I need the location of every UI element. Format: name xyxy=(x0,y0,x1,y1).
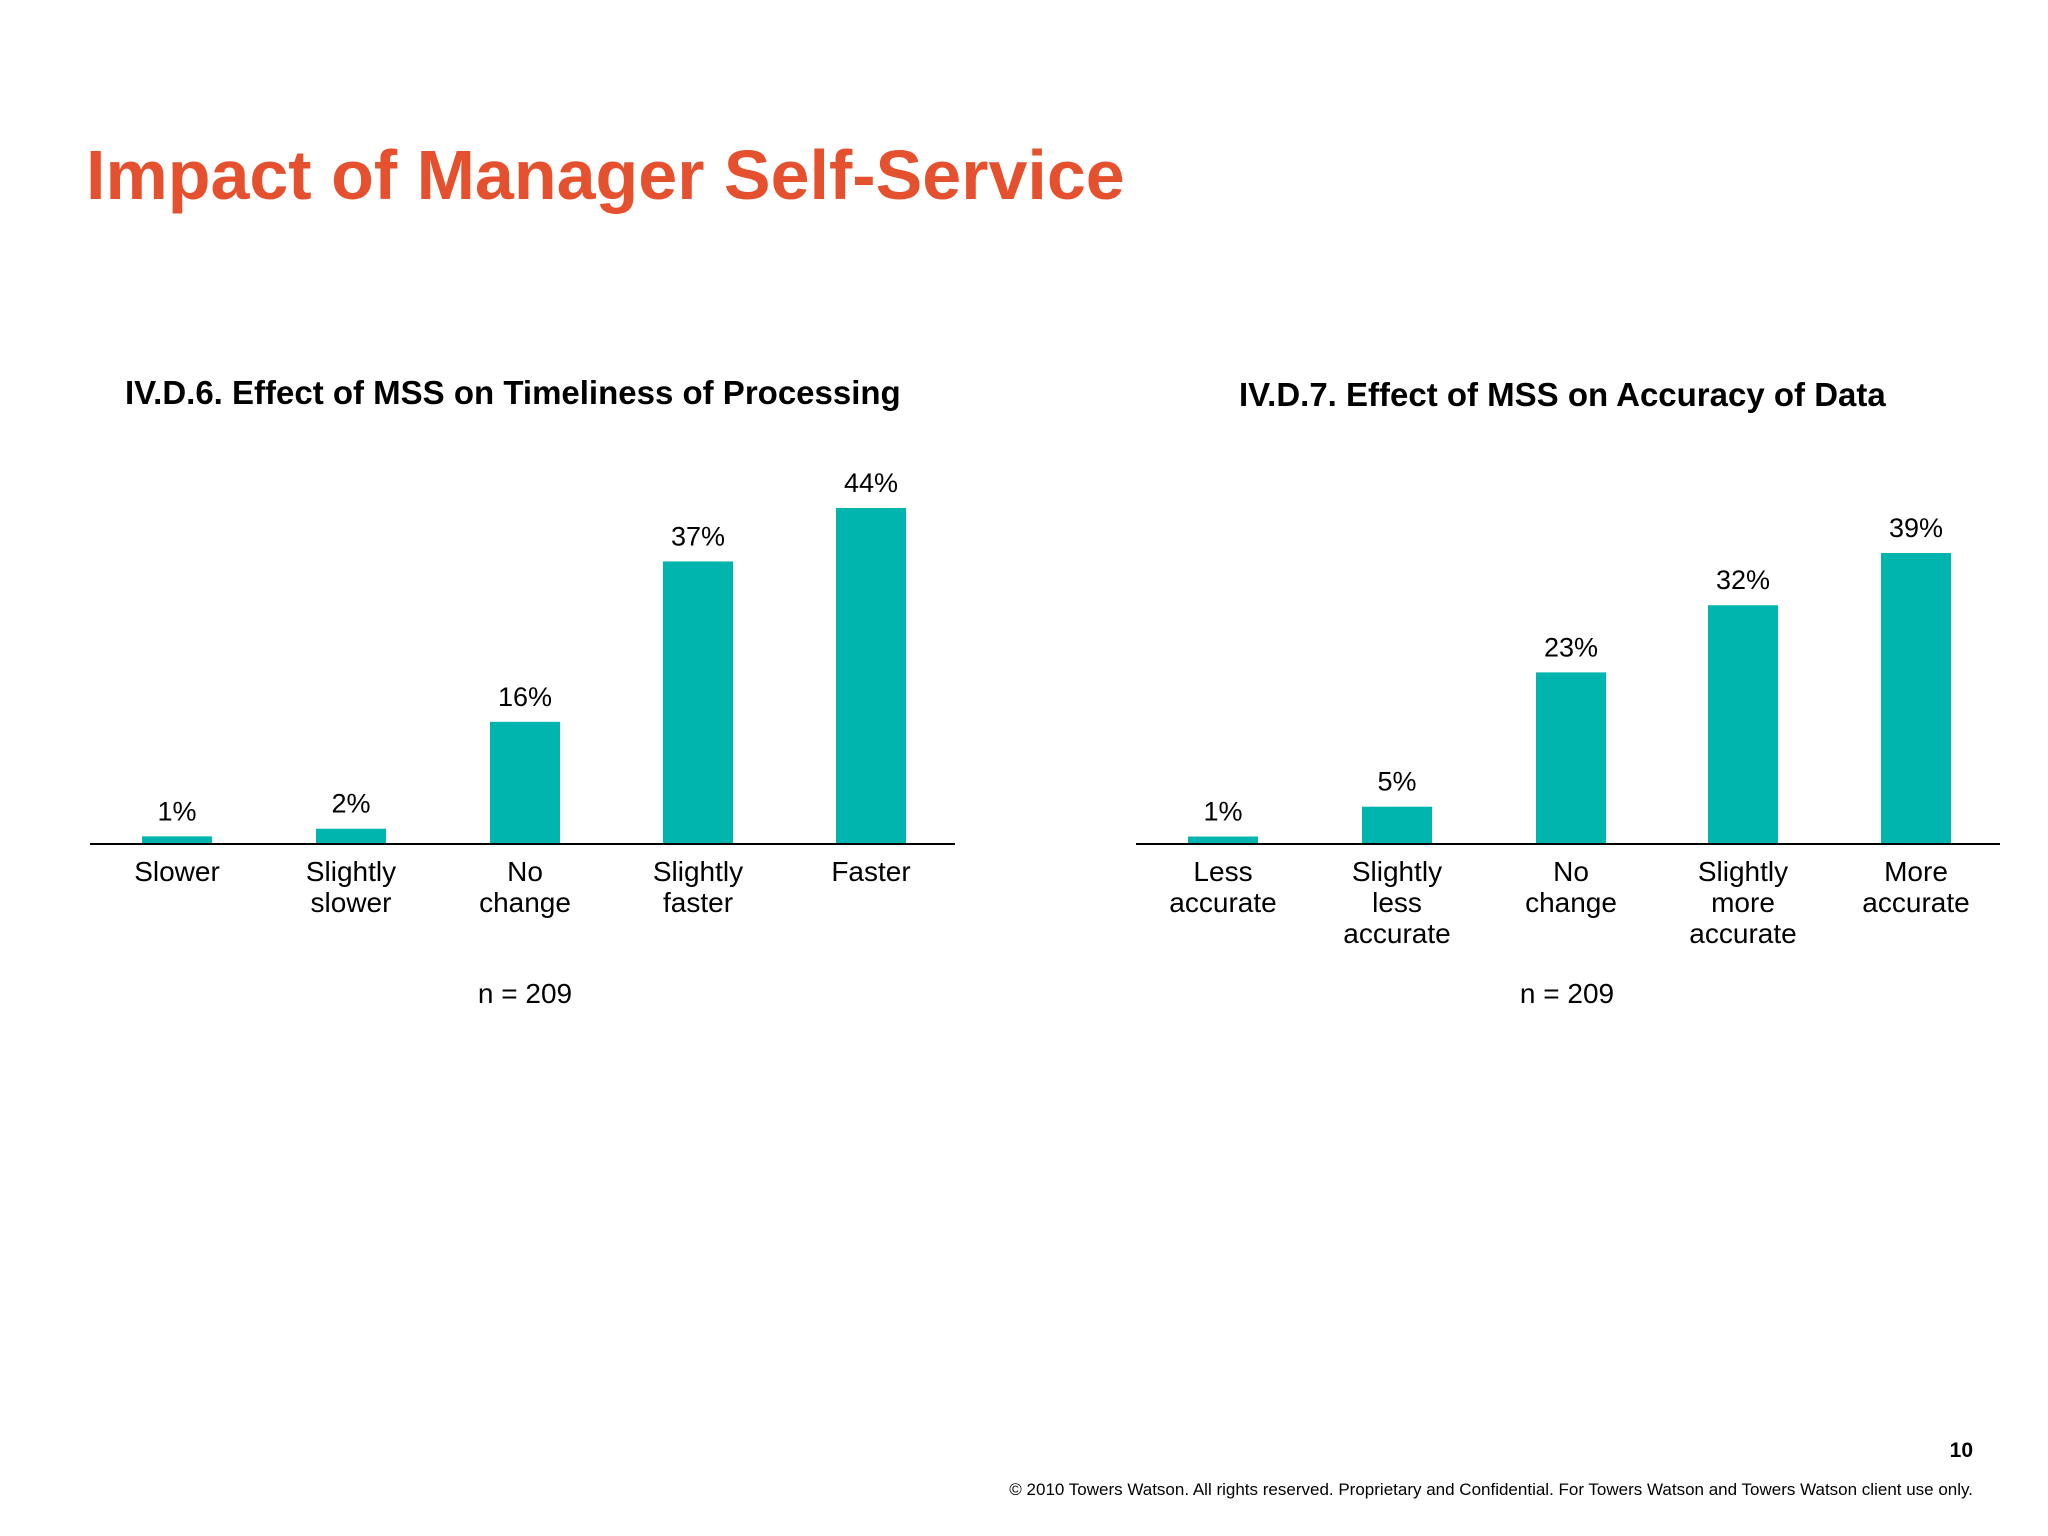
page-number: 10 xyxy=(1949,1439,1973,1462)
bar-0-4 xyxy=(836,508,906,844)
bar-0-0 xyxy=(142,836,212,844)
category-label-line: More xyxy=(1884,856,1948,887)
category-label-0-4: Faster xyxy=(831,856,910,887)
category-label-0-3: Slightly faster xyxy=(653,856,743,918)
value-label-0-1: 2% xyxy=(331,789,370,819)
category-label-1-1: Slightly less accurate xyxy=(1343,856,1450,949)
category-label-line: change xyxy=(479,887,571,918)
bar-1-1 xyxy=(1362,806,1432,844)
value-label-1-0: 1% xyxy=(1203,797,1242,827)
category-label-line: Slower xyxy=(134,856,220,887)
value-label-0-3: 37% xyxy=(671,521,725,551)
chart-title-accuracy: IV.D.7. Effect of MSS on Accuracy of Dat… xyxy=(1239,376,1886,413)
sample-size-note-timeliness: n = 209 xyxy=(477,978,573,1009)
slide-title: Impact of Manager Self-Service xyxy=(86,136,1125,214)
category-label-1-2: No change xyxy=(1525,856,1617,918)
category-label-line: change xyxy=(1525,887,1617,918)
category-label-line: accurate xyxy=(1689,918,1796,949)
category-label-0-0: Slower xyxy=(134,856,220,887)
sample-size-note-accuracy: n = 209 xyxy=(1519,978,1615,1009)
category-label-line: more xyxy=(1711,887,1775,918)
value-label-1-1: 5% xyxy=(1377,767,1416,797)
category-label-line: accurate xyxy=(1343,918,1450,949)
bar-1-2 xyxy=(1536,672,1606,844)
category-label-line: Faster xyxy=(831,856,910,887)
category-label-line: accurate xyxy=(1169,887,1276,918)
value-label-1-2: 23% xyxy=(1544,632,1598,662)
category-label-0-2: No change xyxy=(479,856,571,918)
category-label-line: Slightly xyxy=(306,856,396,887)
category-label-1-0: Less accurate xyxy=(1169,856,1276,918)
category-label-1-4: More accurate xyxy=(1862,856,1969,918)
category-label-line: faster xyxy=(663,887,733,918)
value-label-0-4: 44% xyxy=(844,468,898,498)
category-label-line: Slightly xyxy=(1352,856,1442,887)
category-label-line: slower xyxy=(311,887,392,918)
category-label-line: Slightly xyxy=(653,856,743,887)
copyright-footer: © 2010 Towers Watson. All rights reserve… xyxy=(1009,1480,1973,1499)
category-label-line: less xyxy=(1372,887,1422,918)
bar-0-2 xyxy=(490,721,560,844)
bar-0-1 xyxy=(316,828,386,844)
value-label-0-2: 16% xyxy=(498,682,552,712)
category-label-1-3: Slightly more accurate xyxy=(1689,856,1796,949)
category-label-line: accurate xyxy=(1862,887,1969,918)
category-label-line: Slightly xyxy=(1698,856,1788,887)
value-label-1-3: 32% xyxy=(1716,565,1770,595)
bar-1-4 xyxy=(1881,553,1951,844)
bar-0-3 xyxy=(663,561,733,844)
chart-title-timeliness: IV.D.6. Effect of MSS on Timeliness of P… xyxy=(125,374,901,411)
bar-1-3 xyxy=(1708,605,1778,844)
category-label-line: Less xyxy=(1193,856,1252,887)
bar-1-0 xyxy=(1188,836,1258,844)
category-label-0-1: Slightly slower xyxy=(306,856,396,918)
category-label-line: No xyxy=(1553,856,1589,887)
category-label-line: No xyxy=(507,856,543,887)
value-label-0-0: 1% xyxy=(157,796,196,826)
value-label-1-4: 39% xyxy=(1889,513,1943,543)
